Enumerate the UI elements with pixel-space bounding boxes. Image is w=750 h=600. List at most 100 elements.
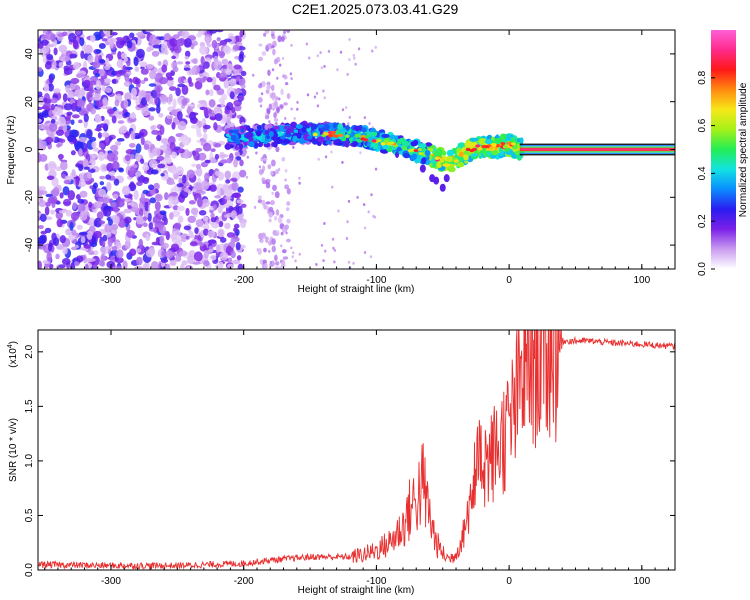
spectrogram-cell — [171, 55, 177, 60]
spectrogram-cell — [145, 30, 155, 33]
spectrogram-cell — [305, 124, 310, 129]
spectrogram-cell — [256, 124, 262, 130]
spectrogram-cell — [117, 120, 125, 124]
spectrogram-cell — [101, 38, 108, 42]
spectrogram-cell — [230, 177, 238, 182]
spectrogram-cell — [447, 166, 456, 173]
spectrogram-cell — [434, 156, 440, 160]
spectrogram-cell — [171, 151, 178, 159]
spectrogram-cell — [133, 56, 139, 67]
spectrogram-cell — [268, 240, 272, 246]
spectrogram-cell — [235, 75, 241, 82]
spectrogram-cell — [197, 197, 203, 208]
spectrogram-cell — [158, 112, 164, 118]
spectrogram-cell — [44, 125, 50, 131]
spectrogram-cell — [88, 217, 96, 227]
spectrogram-cell — [221, 58, 229, 66]
spectrogram-cell — [470, 137, 479, 142]
spectrogram-cell — [284, 82, 289, 86]
spectrogram-cell — [187, 76, 192, 84]
spectrogram-cell — [317, 157, 320, 161]
spectrogram-cell — [278, 97, 281, 101]
spectrogram-cell — [43, 83, 50, 92]
colorbar-gradient — [711, 30, 736, 269]
spectrogram-cell — [99, 220, 106, 225]
spectrogram-cell — [115, 38, 125, 49]
spectrogram-cell — [214, 143, 222, 148]
spectrogram-cell — [105, 174, 112, 180]
spectrogram-cell — [124, 73, 130, 82]
spectrogram-cell — [469, 149, 475, 153]
spectrogram-cell — [345, 237, 349, 241]
spectrogram-cell — [123, 99, 129, 109]
spectrogram-cell — [88, 201, 93, 209]
spectrogram-cell — [231, 259, 241, 265]
spectrogram-cell — [90, 241, 98, 248]
spectrogram-cell — [179, 263, 185, 269]
spectrogram-cell — [233, 158, 238, 168]
spectrogram-cell — [153, 210, 160, 214]
spectrogram-cell — [208, 30, 218, 34]
spectrogram-cell — [215, 30, 224, 33]
spectrogram-cell — [506, 141, 512, 145]
spectrogram-cell — [74, 89, 83, 98]
spectrogram-cell — [214, 195, 221, 199]
spectrogram-cell — [56, 244, 65, 251]
spectrogram-cell — [224, 109, 231, 115]
spectrogram-cell — [67, 190, 76, 201]
spectrogram-cell — [123, 198, 132, 203]
spectrogram-cell — [92, 61, 101, 69]
spectrogram-cell — [248, 137, 254, 142]
spectrogram-cell — [374, 45, 377, 49]
spectrogram-cell — [38, 66, 43, 72]
spectrogram-cell — [172, 98, 177, 109]
spectrogram-cell — [463, 150, 469, 155]
spectrogram-x-ticks: -300 -200 -100 0 100 — [44, 30, 669, 286]
spectrogram-cell — [156, 86, 161, 97]
spectrogram-cell — [213, 60, 223, 70]
spectrogram-cell — [92, 263, 98, 269]
spectrogram-cell — [271, 245, 276, 253]
spectrogram-cell — [179, 190, 189, 199]
spectrogram-cell — [107, 152, 116, 162]
spectrogram-cell — [464, 141, 473, 148]
spectrogram-cell — [266, 84, 271, 91]
spectrogram-cell — [268, 130, 274, 138]
spectrogram-cell — [316, 104, 320, 108]
spectrogram-cell — [347, 122, 350, 126]
y-tick-label: -20 — [24, 190, 35, 205]
spectrogram-cell — [39, 213, 47, 222]
spectrogram-cell — [193, 151, 200, 161]
spectrogram-cell — [148, 115, 155, 121]
spectrogram-cell — [98, 58, 106, 64]
x-tick-label: -300 — [101, 275, 121, 286]
spectrogram-cell — [277, 167, 281, 171]
spectrogram-cell — [268, 206, 274, 213]
spectrogram-cell — [115, 266, 123, 269]
spectrogram-cell — [263, 247, 267, 253]
spectrogram-cell — [62, 246, 68, 255]
spectrogram-cell — [72, 62, 81, 70]
spectrogram-cell — [290, 43, 293, 47]
spectrogram-cell — [70, 150, 76, 156]
spectrogram-cell — [198, 210, 207, 216]
spectrogram-cell — [307, 135, 313, 140]
x-tick-label: 100 — [633, 576, 650, 587]
colorbar-label: Normalized spectral amplitude — [738, 82, 749, 217]
spectrogram-cell — [158, 235, 165, 246]
spectrogram-cell — [200, 56, 205, 66]
colorbar: 0.0 0.2 0.4 0.6 0.8 Normalized spectral ampl… — [697, 30, 749, 276]
spectrogram-cell — [281, 157, 286, 162]
spectrogram-cell — [65, 120, 71, 125]
spectrogram-cell — [215, 244, 221, 253]
spectrogram-cell — [145, 93, 151, 102]
spectrogram-cell — [402, 152, 410, 159]
spectrogram-cell — [290, 107, 293, 111]
spectrogram-cell — [168, 86, 177, 91]
spectrogram-cell — [115, 249, 124, 259]
spectrogram-cell — [284, 178, 287, 182]
spectrogram-cell — [272, 107, 275, 111]
spectrogram-cell — [159, 144, 168, 151]
spectrogram-cell — [136, 48, 145, 59]
spectrogram-cell — [197, 100, 207, 104]
